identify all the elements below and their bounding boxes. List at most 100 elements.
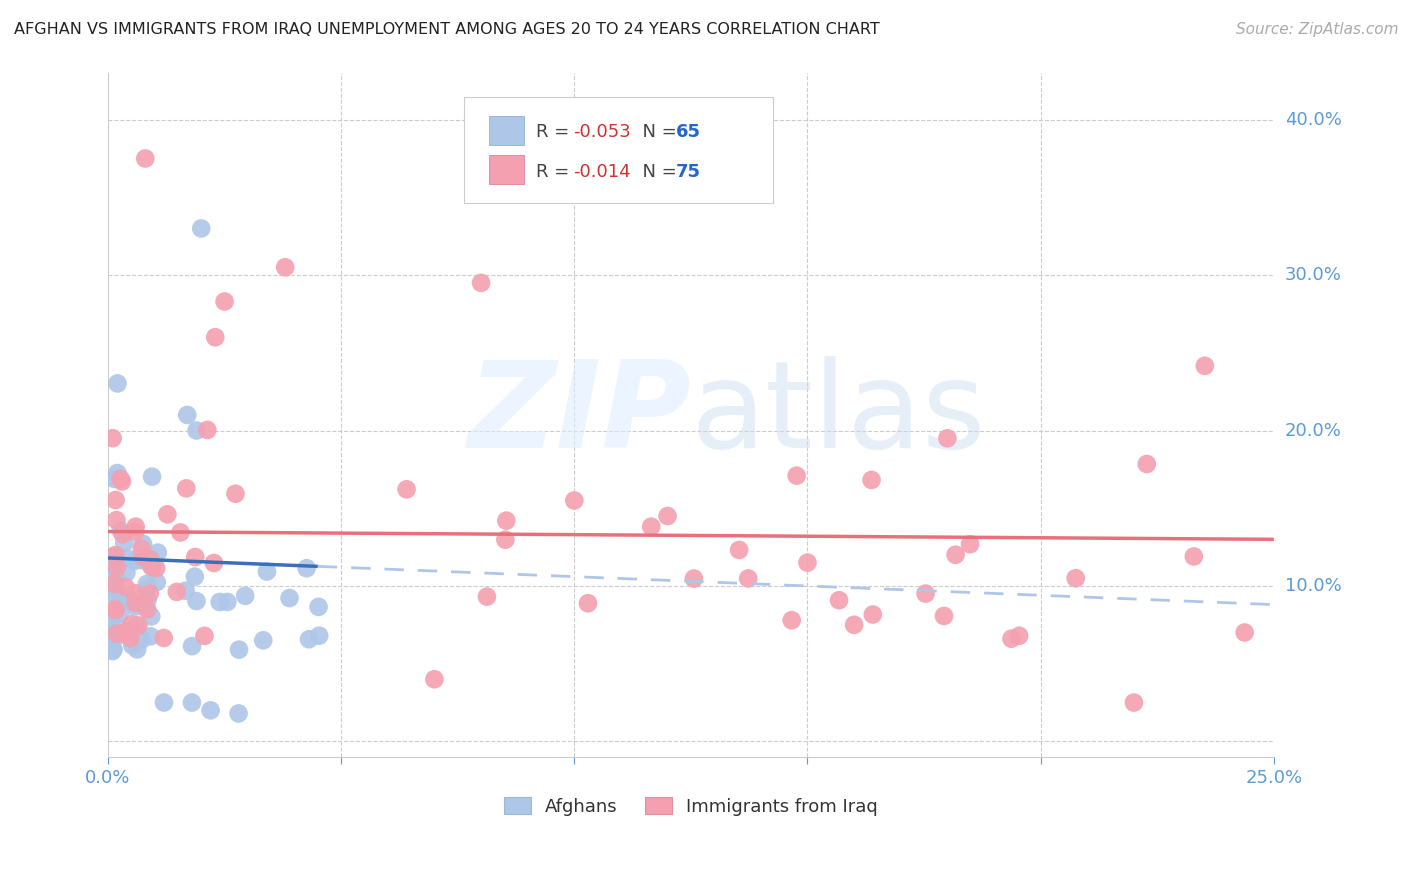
Point bbox=[1182, 549, 1205, 564]
Point bbox=[228, 706, 250, 721]
Point bbox=[423, 672, 446, 686]
Point bbox=[204, 330, 226, 344]
Text: N =: N = bbox=[631, 123, 683, 142]
Point bbox=[101, 644, 124, 658]
Text: 65: 65 bbox=[676, 123, 700, 142]
Point bbox=[308, 629, 330, 643]
Point bbox=[139, 552, 162, 566]
Point bbox=[110, 524, 132, 538]
Point bbox=[105, 513, 128, 527]
Point bbox=[176, 481, 198, 495]
Point bbox=[153, 696, 176, 710]
Point bbox=[156, 508, 179, 522]
Point bbox=[105, 571, 128, 585]
Point bbox=[105, 560, 128, 574]
Point bbox=[136, 602, 159, 616]
Point bbox=[136, 592, 159, 607]
Point bbox=[118, 592, 141, 607]
Point bbox=[111, 527, 134, 541]
Point bbox=[152, 631, 174, 645]
Point bbox=[1122, 696, 1144, 710]
Point bbox=[184, 569, 207, 583]
Point bbox=[1064, 571, 1087, 585]
Point bbox=[104, 602, 127, 616]
Point bbox=[308, 599, 330, 614]
Point bbox=[124, 524, 146, 539]
Point bbox=[1194, 359, 1216, 373]
Point bbox=[124, 586, 146, 600]
Point bbox=[214, 294, 236, 309]
Point bbox=[101, 633, 124, 648]
Point bbox=[475, 590, 498, 604]
Point bbox=[104, 603, 127, 617]
Point bbox=[860, 473, 883, 487]
Point bbox=[181, 639, 204, 653]
Point bbox=[295, 561, 318, 575]
Point bbox=[174, 583, 197, 598]
Text: atlas: atlas bbox=[690, 357, 987, 474]
Point bbox=[208, 595, 231, 609]
Point bbox=[110, 607, 132, 621]
FancyBboxPatch shape bbox=[464, 97, 772, 203]
Point bbox=[932, 609, 955, 624]
Text: -0.053: -0.053 bbox=[574, 123, 631, 142]
Point bbox=[131, 541, 153, 556]
Point bbox=[141, 469, 163, 483]
Point bbox=[105, 626, 128, 640]
Point bbox=[139, 629, 162, 643]
Point bbox=[470, 276, 492, 290]
Point bbox=[233, 589, 256, 603]
Point bbox=[105, 466, 128, 480]
Text: 10.0%: 10.0% bbox=[1285, 577, 1341, 595]
Point bbox=[132, 537, 155, 551]
Point bbox=[103, 472, 125, 486]
Point bbox=[224, 486, 246, 500]
Text: R =: R = bbox=[536, 163, 575, 181]
Point bbox=[114, 624, 136, 639]
Point bbox=[124, 519, 146, 533]
Point bbox=[166, 585, 188, 599]
Point bbox=[124, 554, 146, 568]
Text: ZIP: ZIP bbox=[467, 357, 690, 474]
Point bbox=[103, 642, 125, 657]
Text: 20.0%: 20.0% bbox=[1285, 422, 1341, 440]
Point bbox=[683, 572, 706, 586]
Point bbox=[135, 577, 157, 591]
Point bbox=[141, 559, 163, 574]
Point bbox=[395, 483, 418, 497]
Point bbox=[256, 565, 278, 579]
Point bbox=[111, 589, 134, 603]
Point bbox=[184, 550, 207, 565]
Point bbox=[138, 586, 160, 600]
Point bbox=[120, 632, 142, 646]
Point bbox=[128, 618, 150, 632]
Point bbox=[274, 260, 297, 275]
Point bbox=[101, 431, 124, 445]
Point bbox=[936, 431, 959, 445]
Point bbox=[117, 594, 139, 608]
Point bbox=[103, 557, 125, 571]
Point bbox=[278, 591, 301, 605]
Point bbox=[145, 575, 167, 590]
Point bbox=[101, 550, 124, 565]
Point bbox=[146, 545, 169, 559]
Point bbox=[657, 508, 679, 523]
Point bbox=[494, 533, 516, 547]
Point bbox=[576, 596, 599, 610]
Point bbox=[124, 596, 146, 610]
Point bbox=[107, 597, 129, 611]
Point bbox=[132, 549, 155, 564]
Point bbox=[104, 548, 127, 562]
Point bbox=[200, 703, 222, 717]
Point bbox=[110, 627, 132, 641]
Point bbox=[562, 493, 585, 508]
Text: Source: ZipAtlas.com: Source: ZipAtlas.com bbox=[1236, 22, 1399, 37]
Point bbox=[914, 586, 936, 600]
Point bbox=[828, 593, 851, 607]
Point bbox=[101, 613, 124, 627]
Point bbox=[252, 633, 274, 648]
Point bbox=[131, 632, 153, 647]
Point bbox=[298, 632, 321, 647]
Point bbox=[121, 639, 143, 653]
Legend: Afghans, Immigrants from Iraq: Afghans, Immigrants from Iraq bbox=[496, 790, 886, 823]
